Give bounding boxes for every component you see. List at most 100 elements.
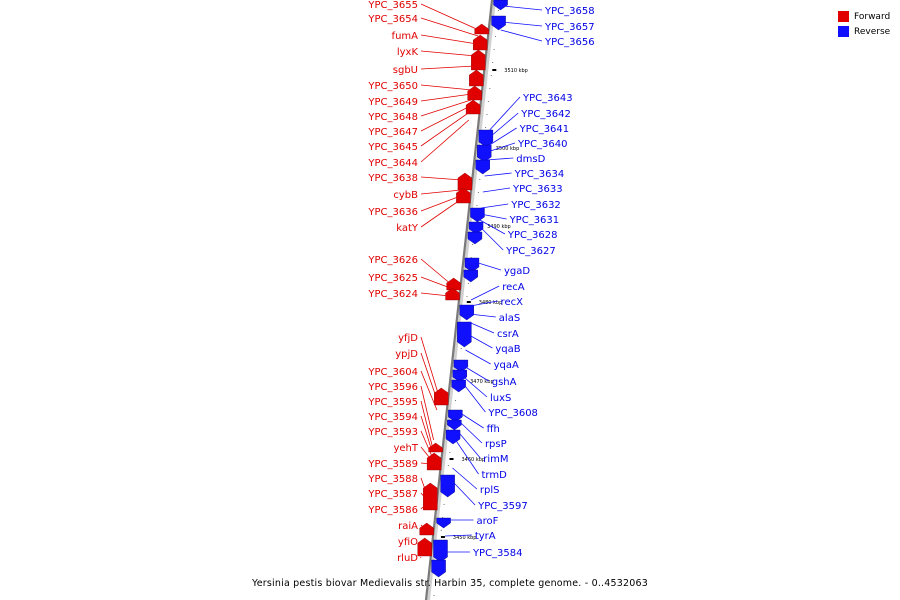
reverse-feature[interactable] xyxy=(464,257,480,273)
reverse-gene-label[interactable]: YPC_3641 xyxy=(519,124,570,135)
reverse-feature[interactable] xyxy=(433,539,448,563)
reverse-gene-label[interactable]: recX xyxy=(501,297,524,308)
reverse-feature[interactable] xyxy=(448,409,463,423)
reverse-gene-label[interactable]: YPC_3657 xyxy=(544,22,595,33)
reverse-feature[interactable] xyxy=(463,269,478,283)
reverse-gene-label[interactable]: YPC_3633 xyxy=(512,184,563,195)
forward-gene-label[interactable]: YPC_3586 xyxy=(367,505,418,516)
reverse-feature[interactable] xyxy=(457,321,472,348)
reverse-gene-label[interactable]: YPC_3627 xyxy=(505,246,556,257)
forward-gene-label[interactable]: YPC_3593 xyxy=(367,427,418,438)
forward-gene-label[interactable]: lyxK xyxy=(397,47,419,58)
reverse-gene-label[interactable]: aroF xyxy=(476,516,498,527)
reverse-gene-label[interactable]: YPC_3643 xyxy=(522,93,573,104)
legend-reverse[interactable]: Reverse xyxy=(838,24,890,39)
reverse-feature[interactable] xyxy=(452,369,467,383)
forward-gene-label[interactable]: YPC_3655 xyxy=(367,0,418,11)
forward-gene-label[interactable]: YPC_3626 xyxy=(367,255,418,266)
reverse-feature[interactable] xyxy=(445,429,461,445)
forward-gene-label[interactable]: YPC_3647 xyxy=(367,127,418,138)
forward-feature[interactable] xyxy=(457,172,473,191)
forward-gene-label[interactable]: YPC_3636 xyxy=(367,207,418,218)
reverse-gene-label[interactable]: YPC_3632 xyxy=(510,200,561,211)
forward-gene-label[interactable]: YPC_3588 xyxy=(367,474,418,485)
reverse-feature[interactable] xyxy=(478,129,494,148)
forward-gene-label[interactable]: YPC_3596 xyxy=(367,382,418,393)
forward-gene-label[interactable]: YPC_3648 xyxy=(367,112,418,123)
reverse-gene-label[interactable]: YPC_3597 xyxy=(477,501,528,512)
forward-gene-label[interactable]: yehT xyxy=(393,443,418,454)
forward-gene-label[interactable]: ypjD xyxy=(395,349,418,360)
forward-feature[interactable] xyxy=(456,187,471,204)
reverse-feature[interactable] xyxy=(491,15,506,31)
forward-feature[interactable] xyxy=(417,537,432,557)
forward-gene-label[interactable]: YPC_3594 xyxy=(367,412,418,423)
forward-gene-label[interactable]: fumA xyxy=(392,31,419,42)
reverse-gene-label[interactable]: yqaB xyxy=(495,344,520,355)
forward-feature[interactable] xyxy=(426,452,442,471)
forward-gene-label[interactable]: YPC_3587 xyxy=(367,489,418,500)
forward-feature[interactable] xyxy=(446,277,461,291)
forward-gene-label[interactable]: YPC_3654 xyxy=(367,14,418,25)
reverse-feature[interactable] xyxy=(470,207,485,223)
reverse-gene-label[interactable]: YPC_3584 xyxy=(472,548,523,559)
reverse-gene-label[interactable]: YPC_3640 xyxy=(517,139,568,150)
forward-feature[interactable] xyxy=(434,387,449,406)
reverse-gene-label[interactable]: YPC_3634 xyxy=(514,169,565,180)
reverse-gene-label[interactable]: tyrA xyxy=(475,531,496,542)
forward-feature[interactable] xyxy=(445,287,460,301)
forward-feature[interactable] xyxy=(423,482,438,511)
forward-gene-label[interactable]: YPC_3624 xyxy=(367,289,418,300)
reverse-feature[interactable] xyxy=(440,474,455,498)
forward-gene-label[interactable]: rluD xyxy=(397,553,418,564)
reverse-feature[interactable] xyxy=(451,379,466,393)
forward-gene-label[interactable]: YPC_3589 xyxy=(367,459,418,470)
forward-feature[interactable] xyxy=(471,49,486,71)
reverse-gene-label[interactable]: luxS xyxy=(490,393,511,404)
forward-gene-label[interactable]: cybB xyxy=(393,190,418,201)
reverse-gene-label[interactable]: YPC_3631 xyxy=(509,215,560,226)
forward-feature[interactable] xyxy=(469,69,484,87)
reverse-feature[interactable] xyxy=(475,159,490,175)
reverse-gene-label[interactable]: ygaD xyxy=(504,266,530,277)
reverse-feature[interactable] xyxy=(459,304,474,321)
forward-gene-label[interactable]: katY xyxy=(396,223,419,234)
reverse-gene-label[interactable]: alaS xyxy=(499,313,520,324)
reverse-feature[interactable] xyxy=(453,359,469,373)
reverse-gene-label[interactable]: YPC_3608 xyxy=(487,408,538,419)
reverse-gene-label[interactable]: YPC_3642 xyxy=(520,109,571,120)
forward-feature[interactable] xyxy=(467,85,482,101)
forward-feature[interactable] xyxy=(419,522,434,536)
reverse-gene-label[interactable]: YPC_3656 xyxy=(544,37,595,48)
forward-gene-label[interactable]: YPC_3649 xyxy=(367,97,418,108)
reverse-gene-label[interactable]: ffh xyxy=(487,424,500,435)
reverse-gene-label[interactable]: gshA xyxy=(492,377,517,388)
reverse-gene-label[interactable]: recA xyxy=(502,282,525,293)
reverse-gene-label[interactable]: YPC_3628 xyxy=(507,230,558,241)
forward-gene-label[interactable]: YPC_3644 xyxy=(367,158,418,169)
forward-gene-label[interactable]: YPC_3604 xyxy=(367,367,418,378)
reverse-gene-label[interactable]: rplS xyxy=(480,485,500,496)
reverse-feature[interactable] xyxy=(468,221,484,235)
forward-gene-label[interactable]: raiA xyxy=(398,521,418,532)
reverse-gene-label[interactable]: YPC_3658 xyxy=(544,6,595,17)
forward-feature[interactable] xyxy=(474,23,489,35)
reverse-gene-label[interactable]: rimM xyxy=(483,454,508,465)
forward-gene-label[interactable]: YPC_3595 xyxy=(367,397,418,408)
forward-feature[interactable] xyxy=(465,99,481,115)
forward-gene-label[interactable]: yfjD xyxy=(398,333,418,344)
reverse-feature[interactable] xyxy=(431,559,446,578)
legend-forward[interactable]: Forward xyxy=(838,9,890,24)
forward-gene-label[interactable]: YPC_3625 xyxy=(367,273,418,284)
forward-gene-label[interactable]: sgbU xyxy=(393,65,418,76)
forward-feature[interactable] xyxy=(473,34,488,51)
reverse-gene-label[interactable]: dmsD xyxy=(516,154,545,165)
reverse-feature[interactable] xyxy=(436,517,451,529)
forward-gene-label[interactable]: YPC_3638 xyxy=(367,173,418,184)
reverse-gene-label[interactable]: trmD xyxy=(482,470,508,481)
forward-gene-label[interactable]: YPC_3650 xyxy=(367,81,418,92)
reverse-gene-label[interactable]: rpsP xyxy=(485,439,507,450)
reverse-feature[interactable] xyxy=(467,231,483,245)
reverse-gene-label[interactable]: yqaA xyxy=(494,360,519,371)
forward-gene-label[interactable]: yfiO xyxy=(398,537,418,548)
